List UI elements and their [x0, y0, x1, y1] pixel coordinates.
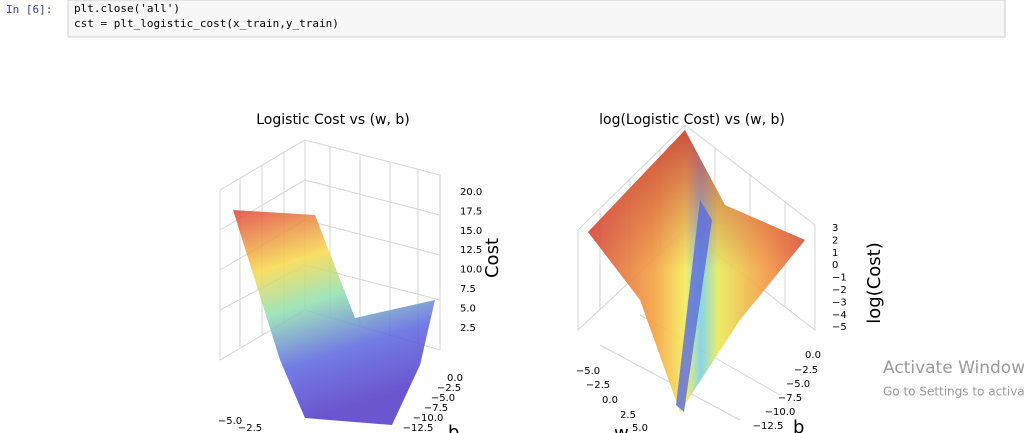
- log-cost-valley: [676, 200, 712, 412]
- z-axis-label: log(Cost): [864, 242, 885, 324]
- b-tick-label: −12.5: [753, 421, 784, 432]
- b-tick-label: −10.0: [413, 413, 444, 424]
- z-tick-label: −4: [832, 310, 847, 321]
- cost-surface: [233, 210, 435, 425]
- code-cell[interactable]: [67, 0, 1006, 38]
- z-tick-label: −1: [832, 273, 847, 284]
- z-tick-label: 2.5: [460, 323, 476, 334]
- code-line: plt.close('all'): [74, 2, 180, 15]
- b-tick-label: 0.0: [447, 373, 463, 384]
- b-tick-label: −5.0: [786, 379, 810, 390]
- z-tick-label: −3: [832, 297, 847, 308]
- z-tick-label: 3: [832, 223, 838, 234]
- z-tick-label: 2: [832, 235, 838, 246]
- z-tick-label: 10.0: [460, 265, 482, 276]
- plot-title: log(Logistic Cost) vs (w, b): [599, 112, 785, 128]
- z-tick-label: 12.5: [460, 245, 482, 256]
- w-tick-label: 2.5: [620, 410, 636, 421]
- b-tick-label: −2.5: [437, 383, 461, 394]
- w-tick-label: −2.5: [238, 423, 262, 433]
- w-tick-label: −5.0: [218, 416, 242, 427]
- watermark-subtitle: Go to Settings to activate Windows.: [883, 385, 1024, 399]
- watermark-title: Activate Windows: [883, 358, 1024, 378]
- z-axis-label: Cost: [482, 238, 503, 278]
- b-tick-label: −10.0: [765, 407, 796, 418]
- code-line: cst = plt_logistic_cost(x_train,y_train): [74, 17, 339, 30]
- w-axis-label: w: [614, 423, 629, 433]
- w-tick-label: 5.0: [632, 423, 648, 433]
- z-tick-label: −5: [832, 322, 847, 333]
- z-tick-label: 1: [832, 248, 838, 259]
- w-tick-label: −5.0: [576, 366, 600, 377]
- b-axis-label: b: [793, 417, 804, 433]
- cell-prompt: In [6]:: [6, 3, 52, 16]
- b-tick-label: −5.0: [431, 393, 455, 404]
- z-tick-label: 17.5: [460, 206, 482, 217]
- z-tick-label: 20.0: [460, 187, 482, 198]
- b-tick-label: −2.5: [794, 365, 818, 376]
- w-tick-label: 0.0: [602, 395, 618, 406]
- z-tick-label: 5.0: [460, 303, 476, 314]
- z-tick-label: 0: [832, 260, 838, 271]
- w-tick-label: −2.5: [586, 380, 610, 391]
- b-tick-label: −7.5: [424, 403, 448, 414]
- b-tick-label: −12.5: [403, 423, 434, 433]
- b-tick-label: −7.5: [778, 393, 802, 404]
- plot-title: Logistic Cost vs (w, b): [256, 112, 409, 128]
- b-axis-label: b: [448, 422, 459, 433]
- z-tick-label: 7.5: [460, 284, 476, 295]
- z-tick-label: 15.0: [460, 226, 482, 237]
- z-tick-label: −2: [832, 285, 847, 296]
- b-tick-label: 0.0: [805, 350, 821, 361]
